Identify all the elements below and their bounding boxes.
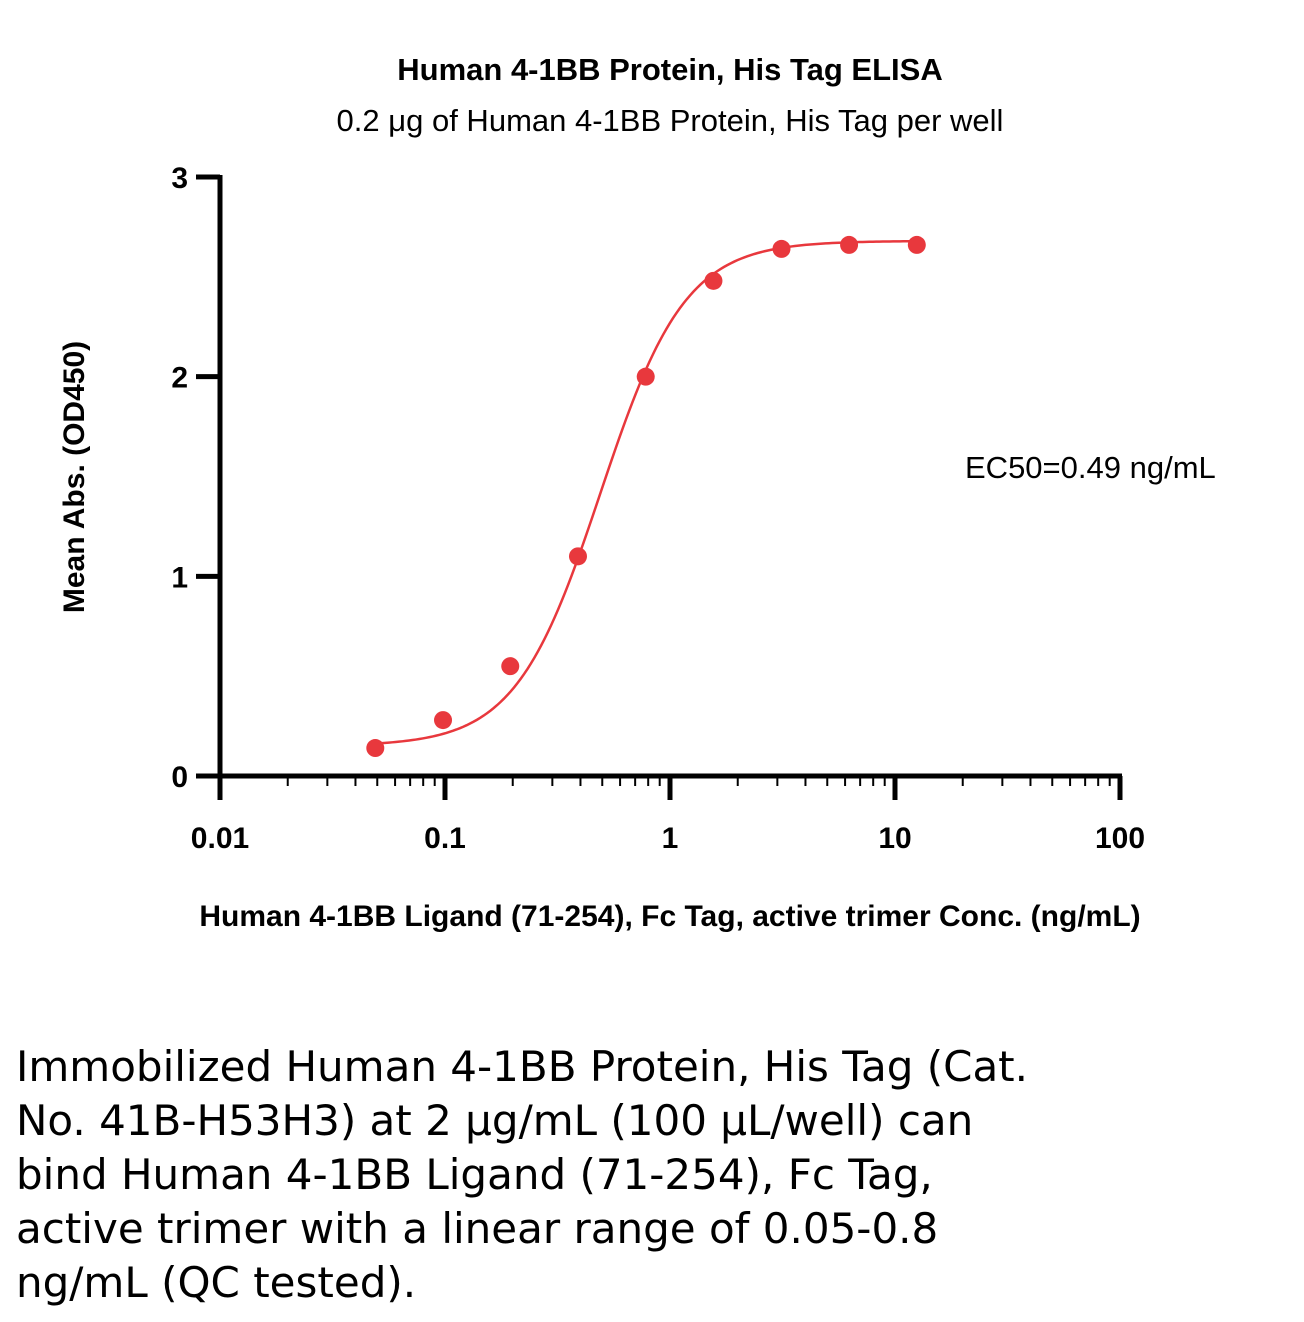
x-tick-label: 100	[1095, 822, 1145, 855]
fit-curve	[375, 239, 917, 745]
y-tick-label: 1	[171, 561, 188, 594]
data-points-layer	[366, 235, 926, 758]
caption-line: active trimer with a linear range of 0.0…	[16, 1204, 939, 1253]
data-point	[434, 711, 453, 730]
x-tick-label: 1	[662, 822, 679, 855]
y-tick-label: 2	[171, 362, 188, 395]
elisa-chart: Human 4-1BB Protein, His Tag ELISA 0.2 μ…	[58, 52, 1216, 933]
y-axis-label: Mean Abs. (OD450)	[58, 341, 91, 613]
data-point	[704, 271, 723, 290]
data-point	[840, 235, 859, 254]
caption-line: Immobilized Human 4-1BB Protein, His Tag…	[16, 1042, 1028, 1091]
data-point	[907, 235, 926, 254]
chart-subtitle: 0.2 μg of Human 4-1BB Protein, His Tag p…	[337, 103, 1004, 138]
data-point	[772, 239, 791, 258]
x-tick-label: 10	[878, 822, 911, 855]
y-tick-label: 3	[171, 162, 188, 195]
x-tick-label: 0.01	[191, 822, 249, 855]
data-point	[568, 547, 587, 566]
ec50-annotation: EC50=0.49 ng/mL	[965, 450, 1216, 485]
y-tick-label: 0	[171, 761, 188, 794]
chart-title: Human 4-1BB Protein, His Tag ELISA	[397, 52, 942, 87]
data-point	[366, 739, 385, 758]
caption-line: ng/mL (QC tested).	[16, 1258, 417, 1307]
x-tick-label: 0.1	[424, 822, 466, 855]
fit-curve-layer	[375, 239, 917, 745]
caption-line: No. 41B-H53H3) at 2 μg/mL (100 μL/well) …	[16, 1096, 974, 1145]
axes: 0 1 2 3 0.01 0.1 1 10 100	[171, 162, 1145, 855]
figure-caption: Immobilized Human 4-1BB Protein, His Tag…	[16, 1040, 1096, 1310]
data-point	[501, 657, 520, 676]
x-axis-label: Human 4-1BB Ligand (71-254), Fc Tag, act…	[199, 900, 1140, 933]
data-point	[636, 367, 655, 386]
caption-line: bind Human 4-1BB Ligand (71-254), Fc Tag…	[16, 1150, 933, 1199]
